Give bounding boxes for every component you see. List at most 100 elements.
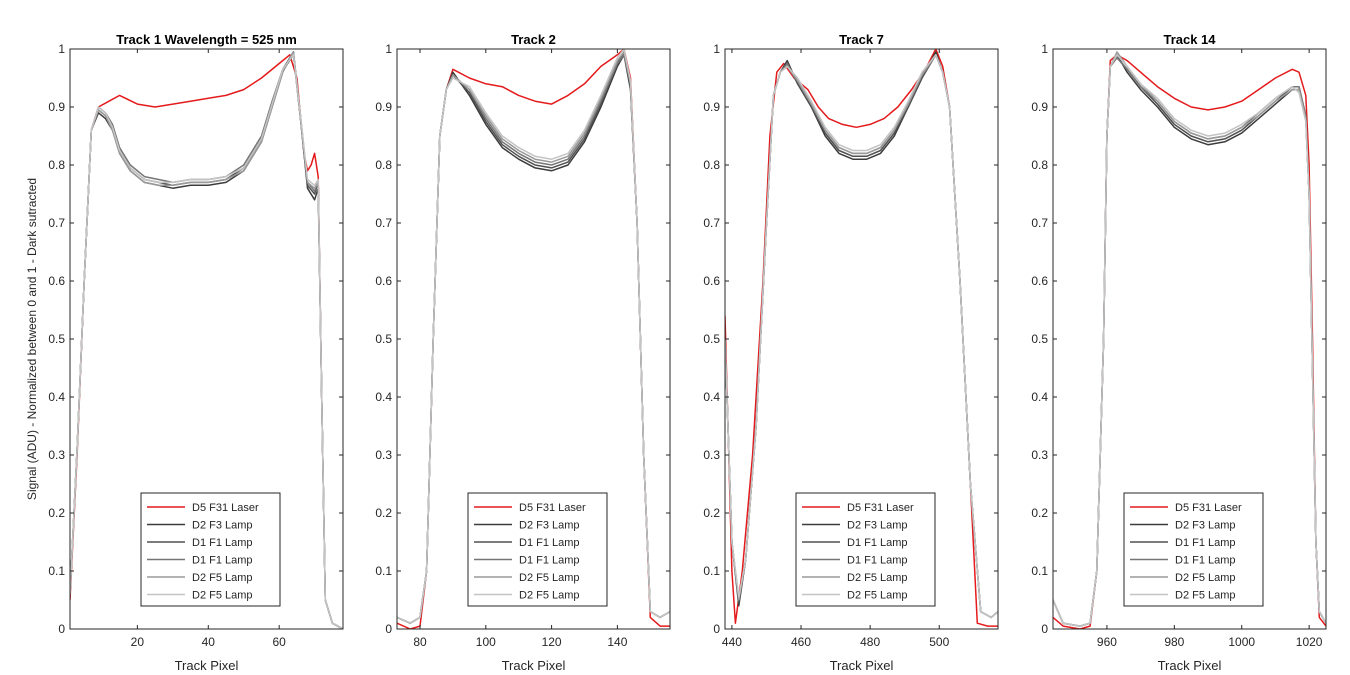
legend-box (140, 492, 281, 607)
legend: D5 F31 Laser D2 F3 Lamp D1 F1 Lamp D1 F1 La… (1123, 492, 1264, 607)
legend-entry-label: D2 F3 Lamp (192, 520, 253, 532)
legend-entry-label: D1 F1 Lamp (192, 555, 253, 567)
legend-entry-label: D2 F3 Lamp (1175, 520, 1236, 532)
legend-entry-label: D2 F5 Lamp (192, 572, 253, 584)
y-tick-label: 0.7 (1031, 216, 1048, 230)
y-tick-label: 0.1 (375, 564, 392, 578)
legend-entry-label: D2 F3 Lamp (519, 520, 580, 532)
y-tick-label: 0.4 (48, 390, 65, 404)
legend-entry-label: D1 F1 Lamp (847, 555, 908, 567)
y-tick-label: 0.9 (703, 100, 720, 114)
x-tick-label: 500 (929, 635, 949, 649)
legend-entry-label: D2 F5 Lamp (519, 572, 580, 584)
y-axis-label: Signal (ADU) - Normalized between 0 and … (25, 178, 39, 500)
y-tick-label: 0.1 (703, 564, 720, 578)
x-tick-label: 1000 (1228, 635, 1255, 649)
legend-entry-label: D2 F5 Lamp (192, 590, 253, 602)
y-tick-label: 0.5 (375, 332, 392, 346)
legend-box (1123, 492, 1264, 607)
legend-entry-label: D1 F1 Lamp (847, 537, 908, 549)
legend-entry-label: D1 F1 Lamp (519, 555, 580, 567)
x-axis-label: Track Pixel (1158, 658, 1222, 673)
chart-title: Track 7 (839, 32, 884, 47)
chart-title: Track 14 (1163, 32, 1216, 47)
legend-entry-label: D2 F5 Lamp (519, 590, 580, 602)
x-tick-label: 20 (131, 635, 145, 649)
legend-entry-label: D2 F5 Lamp (1175, 572, 1236, 584)
y-tick-label: 0.7 (703, 216, 720, 230)
y-tick-label: 0 (385, 622, 392, 636)
series-group (1053, 51, 1326, 629)
y-tick-label: 0.9 (48, 100, 65, 114)
y-tick-label: 0.4 (1031, 390, 1048, 404)
legend-entry-label: D1 F1 Lamp (519, 537, 580, 549)
legend-entry-label: D2 F5 Lamp (1175, 590, 1236, 602)
y-tick-label: 0 (58, 622, 65, 636)
y-tick-label: 0.6 (375, 274, 392, 288)
y-tick-label: 0.8 (703, 158, 720, 172)
y-tick-label: 0.1 (1031, 564, 1048, 578)
y-tick-label: 0.3 (375, 448, 392, 462)
x-tick-label: 60 (273, 635, 287, 649)
y-tick-label: 0 (713, 622, 720, 636)
legend-box (795, 492, 936, 607)
series-line-6 (70, 54, 343, 629)
legend-entry-label: D1 F1 Lamp (1175, 537, 1236, 549)
series-group (397, 49, 670, 629)
x-axis-label: Track Pixel (830, 658, 894, 673)
y-tick-label: 0 (1041, 622, 1048, 636)
series-line-2 (70, 51, 343, 629)
x-tick-label: 480 (860, 635, 880, 649)
y-tick-label: 0.8 (48, 158, 65, 172)
series-group (70, 51, 343, 629)
y-tick-label: 0.6 (1031, 274, 1048, 288)
x-tick-label: 960 (1097, 635, 1117, 649)
y-tick-label: 0.2 (375, 506, 392, 520)
x-tick-label: 100 (476, 635, 496, 649)
y-tick-label: 0.7 (48, 216, 65, 230)
x-tick-label: 40 (202, 635, 216, 649)
y-tick-label: 0.8 (1031, 158, 1048, 172)
chart-panel-1: 0 0.1 0.2 0.3 0.4 0.5 0.6 0.7 0.8 0.9 1 20 40 60 Track… (25, 32, 344, 673)
x-axis-label: Track Pixel (502, 658, 566, 673)
y-tick-label: 0.4 (703, 390, 720, 404)
y-tick-label: 0.3 (1031, 448, 1048, 462)
x-tick-label: 440 (722, 635, 742, 649)
y-tick-label: 0.7 (375, 216, 392, 230)
legend-entry-label: D5 F31 Laser (1175, 502, 1242, 514)
y-tick-label: 0.2 (48, 506, 65, 520)
series-line-5 (70, 51, 343, 629)
legend-entry-label: D5 F31 Laser (192, 502, 259, 514)
y-tick-label: 0.9 (375, 100, 392, 114)
x-tick-label: 1020 (1296, 635, 1323, 649)
x-tick-label: 140 (607, 635, 627, 649)
legend-entry-label: D1 F1 Lamp (192, 537, 253, 549)
y-tick-label: 0.4 (375, 390, 392, 404)
chart-panel-4: 0 0.1 0.2 0.3 0.4 0.5 0.6 0.7 0.8 0.9 1 960 980 1000 1… (1031, 32, 1327, 673)
legend-entry-label: D2 F3 Lamp (847, 520, 908, 532)
y-tick-label: 0.2 (703, 506, 720, 520)
y-tick-label: 0.8 (375, 158, 392, 172)
y-tick-label: 1 (58, 42, 65, 56)
legend-entry-label: D2 F5 Lamp (847, 590, 908, 602)
series-group (725, 49, 998, 627)
y-tick-label: 0.2 (1031, 506, 1048, 520)
y-tick-label: 0.6 (48, 274, 65, 288)
series-line-6 (397, 49, 670, 624)
y-tick-label: 0.5 (48, 332, 65, 346)
y-tick-label: 0.5 (1031, 332, 1048, 346)
y-tick-label: 0.9 (1031, 100, 1048, 114)
x-tick-label: 460 (791, 635, 811, 649)
legend-entry-label: D5 F31 Laser (847, 502, 914, 514)
series-line-6 (725, 54, 998, 619)
legend-entry-label: D2 F5 Lamp (847, 572, 908, 584)
x-tick-label: 980 (1164, 635, 1184, 649)
series-line-6 (1053, 54, 1326, 627)
legend-entry-label: D1 F1 Lamp (1175, 555, 1236, 567)
y-tick-label: 0.1 (48, 564, 65, 578)
x-tick-label: 120 (542, 635, 562, 649)
chart-title: Track 2 (511, 32, 556, 47)
y-tick-label: 0.6 (703, 274, 720, 288)
chart-panel-3: 0 0.1 0.2 0.3 0.4 0.5 0.6 0.7 0.8 0.9 1 440 460 480 50… (703, 32, 999, 673)
